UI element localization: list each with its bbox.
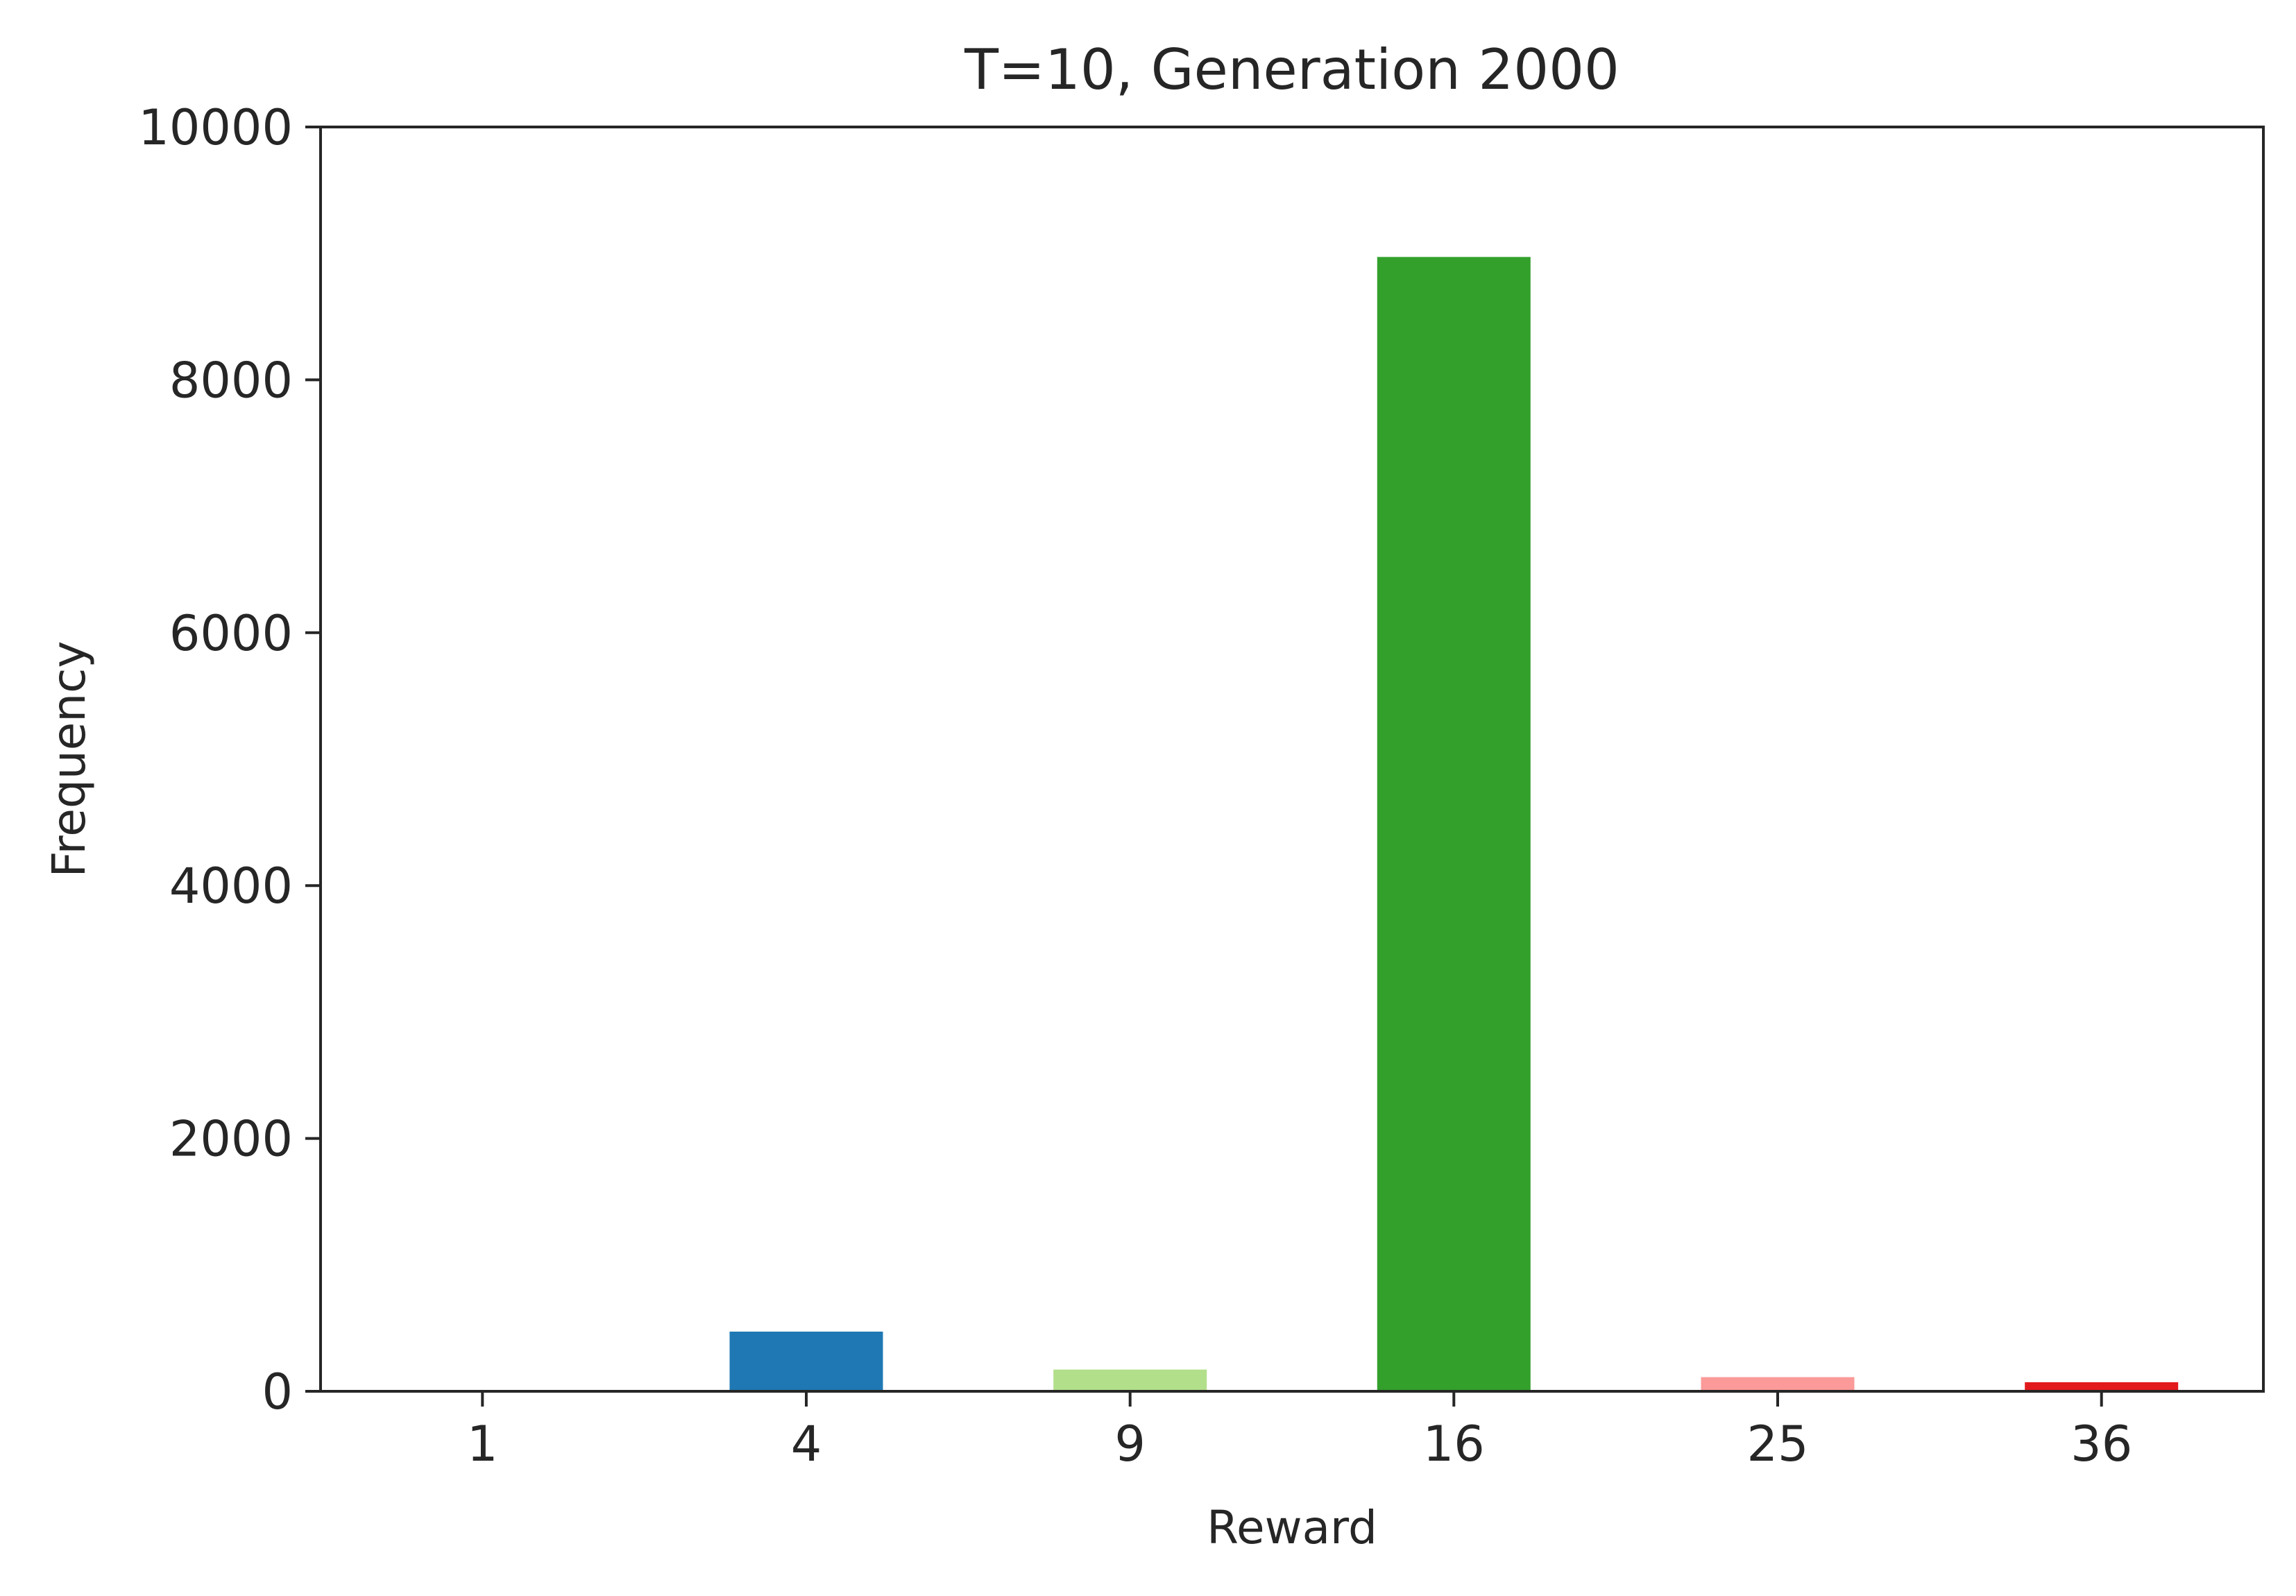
y-axis-ticks: 0 2000 4000 6000 8000 10000: [138, 99, 321, 1420]
x-tick-label: 1: [467, 1416, 498, 1472]
x-axis-label: Reward: [1207, 1501, 1377, 1554]
bar-25: [1699, 1375, 1857, 1393]
y-tick-label: 8000: [169, 352, 293, 409]
y-tick-label: 2000: [169, 1111, 293, 1168]
plot-frame: [319, 126, 2265, 1393]
y-tick-label: 6000: [169, 605, 293, 662]
bar-9: [1051, 1367, 1209, 1393]
chart-title: T=10, Generation 2000: [964, 37, 1619, 102]
y-tick-label: 0: [262, 1364, 293, 1420]
bar-4: [727, 1330, 885, 1393]
bar-36: [2023, 1379, 2181, 1393]
y-axis-label: Frequency: [42, 641, 96, 878]
bars-layer: [403, 255, 2181, 1393]
x-axis-ticks: 1 4 9 16 25 36: [467, 1391, 2132, 1472]
bar-16: [1375, 255, 1533, 1393]
x-tick-label: 16: [1423, 1416, 1485, 1472]
x-tick-label: 36: [2070, 1416, 2132, 1472]
x-tick-label: 9: [1114, 1416, 1146, 1472]
x-tick-label: 25: [1746, 1416, 1808, 1472]
y-tick-label: 4000: [169, 858, 293, 915]
x-tick-label: 4: [791, 1416, 822, 1472]
y-tick-label: 10000: [138, 99, 293, 156]
